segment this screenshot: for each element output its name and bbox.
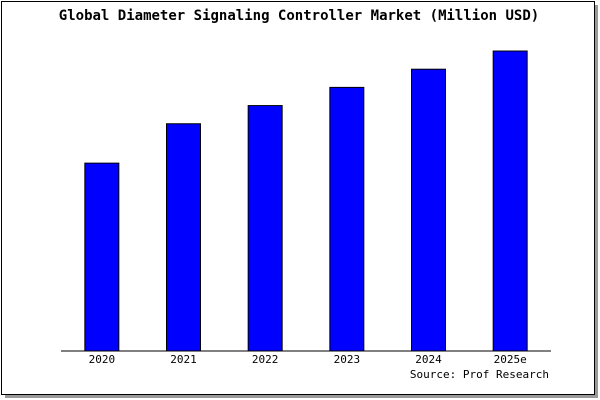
bar xyxy=(84,162,120,352)
x-tick-label: 2025e xyxy=(494,353,527,366)
x-tick-label: 2022 xyxy=(252,353,279,366)
x-tick-label: 2023 xyxy=(334,353,361,366)
bar xyxy=(411,68,446,352)
x-tick-label: 2020 xyxy=(89,353,116,366)
bar xyxy=(247,105,283,352)
x-tick-label: 2024 xyxy=(415,353,442,366)
source-note: Source: Prof Research xyxy=(410,368,549,381)
x-tick-label: 2021 xyxy=(170,353,197,366)
bar xyxy=(492,50,528,352)
chart-title: Global Diameter Signaling Controller Mar… xyxy=(59,8,539,24)
bar xyxy=(166,123,201,352)
bar xyxy=(329,86,365,352)
